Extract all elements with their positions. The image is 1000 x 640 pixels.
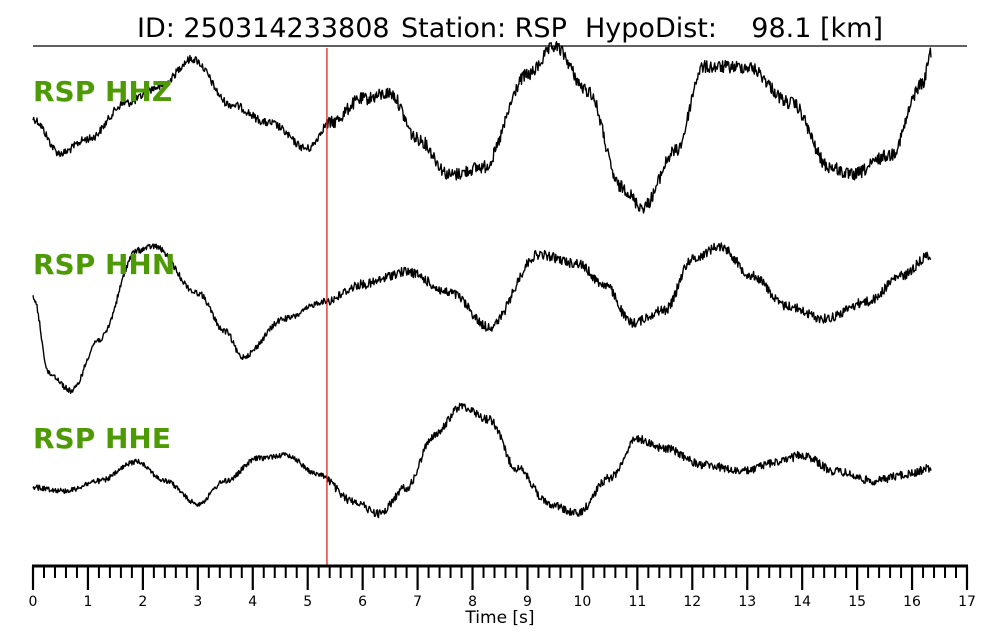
tick-label: 11 — [628, 594, 646, 610]
tick-label: 1 — [83, 594, 92, 610]
tick-label: 2 — [138, 594, 147, 610]
tick-label: 5 — [303, 594, 312, 610]
trace-line-hhe — [32, 402, 932, 519]
tick-label: 3 — [193, 594, 202, 610]
tick-label: 6 — [358, 594, 367, 610]
channel-label-hhz: RSP HHZ — [33, 75, 172, 108]
trace-area — [32, 41, 932, 519]
tick-label: 9 — [523, 594, 532, 610]
title-station: Station: RSP — [401, 13, 567, 44]
tick-label: 15 — [848, 594, 866, 610]
title-event-id: ID: 250314233808 — [137, 13, 390, 44]
tick-label: 14 — [793, 594, 811, 610]
tick-label: 7 — [413, 594, 422, 610]
tick-label: 13 — [738, 594, 756, 610]
tick-label: 17 — [958, 594, 976, 610]
tick-label: 8 — [468, 594, 477, 610]
channel-labels: RSP HHZ RSP HHN RSP HHE — [33, 75, 175, 455]
time-axis-label: Time [s] — [464, 608, 534, 628]
tick-label: 4 — [248, 594, 257, 610]
title-hypodist: HypoDist: 98.1 [km] — [585, 13, 883, 44]
figure-title: ID: 250314233808 Station: RSP HypoDist: … — [137, 13, 883, 44]
tick-label: 0 — [29, 594, 38, 610]
tick-label: 12 — [683, 594, 701, 610]
tick-label: 16 — [903, 594, 921, 610]
tick-label: 10 — [573, 594, 591, 610]
trace-line-hhz — [32, 41, 932, 214]
channel-label-hhn: RSP HHN — [33, 248, 175, 281]
time-axis: 0 1 2 3 4 5 6 7 8 9 10 11 12 13 14 15 16 17 — [29, 564, 976, 610]
trace-line-hhn — [32, 242, 932, 394]
channel-label-hhe: RSP HHE — [33, 422, 171, 455]
